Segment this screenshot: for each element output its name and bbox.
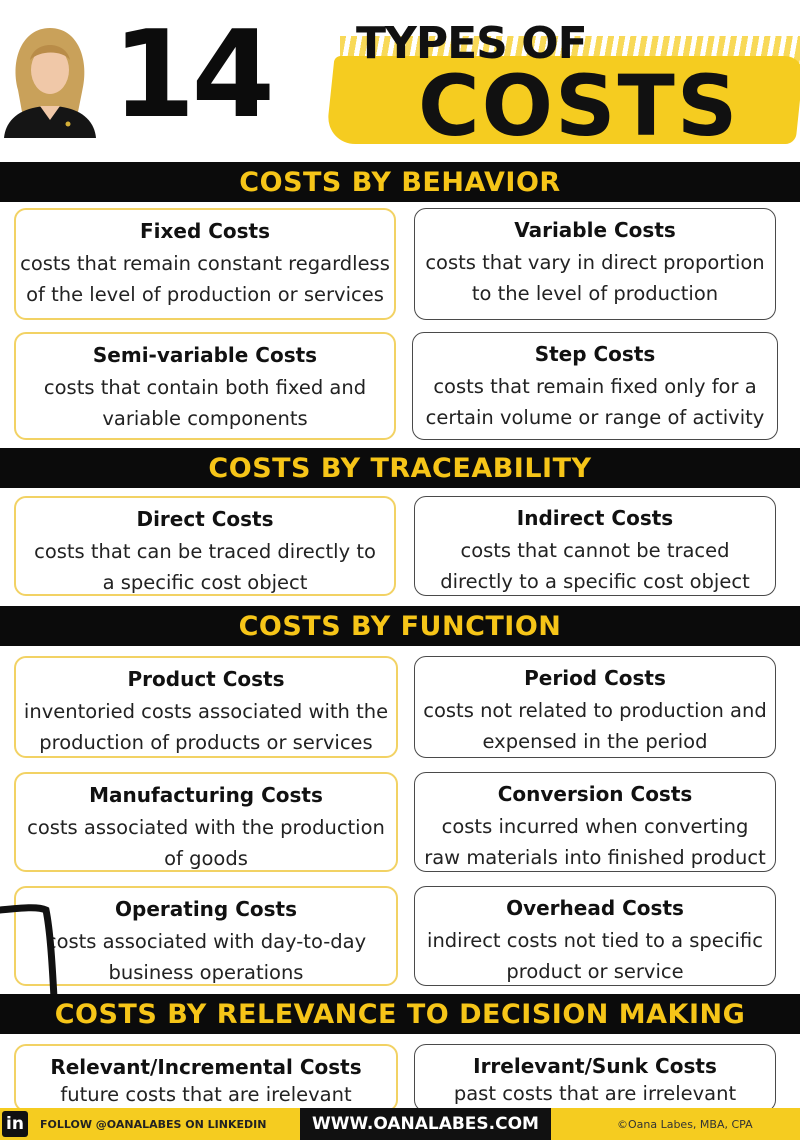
footer: in FOLLOW @OANALABES ON LINKEDIN WWW.OAN… <box>0 1108 800 1140</box>
card-description: costs incurred when converting raw materi… <box>424 815 766 869</box>
card-title: Step Costs <box>534 342 656 366</box>
section-title: COSTS BY FUNCTION <box>238 610 562 642</box>
card-description: costs that cannot be traced directly to a… <box>440 539 750 593</box>
card-description: future costs that are irelevant <box>60 1083 352 1106</box>
section-title: COSTS BY BEHAVIOR <box>239 166 561 198</box>
card-relevant-costs: Relevant/Incremental Costs future costs … <box>14 1044 398 1112</box>
card-operating-costs: Operating Costs costs associated with da… <box>14 886 398 986</box>
card-description: costs that can be traced directly to a sp… <box>34 540 376 594</box>
card-variable-costs: Variable Costs costs that vary in direct… <box>414 208 776 320</box>
card-step-costs: Step Costs costs that remain fixed only … <box>412 332 778 440</box>
card-title: Fixed Costs <box>139 219 271 243</box>
card-title: Variable Costs <box>514 218 676 242</box>
card-title: Product Costs <box>127 667 285 691</box>
card-title: Semi-variable Costs <box>92 343 318 367</box>
section-bar-behavior: COSTS BY BEHAVIOR <box>0 162 800 202</box>
card-title: Relevant/Incremental Costs <box>50 1055 362 1079</box>
card-indirect-costs: Indirect Costs costs that cannot be trac… <box>414 496 776 596</box>
card-title: Conversion Costs <box>497 782 693 806</box>
section-title: COSTS BY RELEVANCE TO DECISION MAKING <box>54 998 746 1030</box>
card-title: Operating Costs <box>115 897 297 921</box>
card-title: Manufacturing Costs <box>89 783 323 807</box>
card-manufacturing-costs: Manufacturing Costs costs associated wit… <box>14 772 398 872</box>
headline-types-of: TYPES OF <box>356 18 588 69</box>
header: 14 TYPES OF COSTS <box>0 0 800 160</box>
card-description: costs associated with the production of g… <box>27 816 385 870</box>
author-photo <box>0 20 100 138</box>
card-title: Overhead Costs <box>506 896 684 920</box>
card-description: costs that vary in direct proportion to t… <box>425 251 765 305</box>
card-period-costs: Period Costs costs not related to produc… <box>414 656 776 758</box>
headline-number: 14 <box>112 6 275 145</box>
card-description: costs that remain constant regardless of … <box>20 252 390 306</box>
headline-costs: COSTS <box>418 57 740 155</box>
section-bar-relevance: COSTS BY RELEVANCE TO DECISION MAKING <box>0 994 800 1034</box>
section-bar-traceability: COSTS BY TRACEABILITY <box>0 448 800 488</box>
card-description: costs that contain both fixed and variabl… <box>43 376 367 430</box>
card-description: costs not related to production and expen… <box>423 699 767 753</box>
card-description: costs associated with day-to-day business… <box>45 930 367 984</box>
marker-stroke <box>0 904 58 1000</box>
copyright-text: ©Oana Labes, MBA, CPA <box>616 1117 753 1131</box>
card-description: past costs that are irrelevant <box>453 1082 737 1105</box>
card-description: indirect costs not tied to a specific pro… <box>427 929 763 983</box>
card-title: Indirect Costs <box>516 506 674 530</box>
card-direct-costs: Direct Costs costs that can be traced di… <box>14 496 396 596</box>
card-overhead-costs: Overhead Costs indirect costs not tied t… <box>414 886 776 986</box>
card-description: inventoried costs associated with the pro… <box>23 700 389 754</box>
card-title: Period Costs <box>524 666 666 690</box>
section-title: COSTS BY TRACEABILITY <box>208 452 592 484</box>
card-title: Direct Costs <box>136 507 274 531</box>
website-link[interactable]: WWW.OANALABES.COM <box>300 1108 551 1140</box>
card-irrelevant-costs: Irrelevant/Sunk Costs past costs that ar… <box>414 1044 776 1112</box>
card-title: Irrelevant/Sunk Costs <box>473 1054 717 1078</box>
card-fixed-costs: Fixed Costs costs that remain constant r… <box>14 208 396 320</box>
section-bar-function: COSTS BY FUNCTION <box>0 606 800 646</box>
card-product-costs: Product Costs inventoried costs associat… <box>14 656 398 758</box>
card-conversion-costs: Conversion Costs costs incurred when con… <box>414 772 776 872</box>
follow-linkedin-text: FOLLOW @OANALABES ON LINKEDIN <box>40 1117 267 1131</box>
card-semi-variable-costs: Semi-variable Costs costs that contain b… <box>14 332 396 440</box>
card-description: costs that remain fixed only for a certai… <box>425 375 765 429</box>
linkedin-icon[interactable]: in <box>2 1111 28 1137</box>
